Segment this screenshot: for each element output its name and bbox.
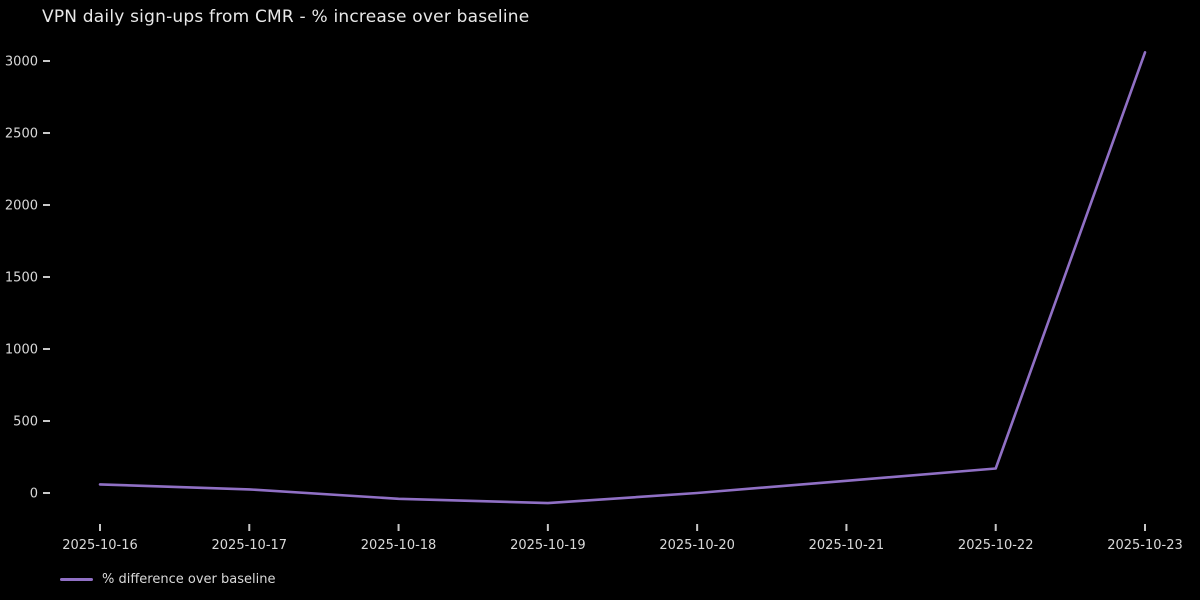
legend: % difference over baseline (60, 572, 275, 587)
y-axis: 0 500 1000 1500 2000 2500 3000 (5, 55, 50, 502)
y-tick-label: 1500 (5, 271, 38, 286)
y-tick-label: 2000 (5, 199, 38, 214)
chart-title: VPN daily sign-ups from CMR - % increase… (42, 7, 530, 27)
legend-line-swatch (60, 578, 93, 581)
y-tick-label: 2500 (5, 127, 38, 142)
y-tick-label: 0 (30, 487, 38, 502)
x-tick-label: 2025-10-17 (212, 538, 288, 553)
x-tick-label: 2025-10-16 (62, 538, 138, 553)
x-tick-label: 2025-10-20 (659, 538, 735, 553)
y-tick-label: 1000 (5, 343, 38, 358)
x-tick-label: 2025-10-22 (958, 538, 1034, 553)
x-tick-label: 2025-10-18 (361, 538, 437, 553)
y-tick-label: 3000 (5, 55, 38, 70)
x-tick-label: 2025-10-21 (809, 538, 885, 553)
x-tick-label: 2025-10-23 (1107, 538, 1183, 553)
x-tick-label: 2025-10-19 (510, 538, 586, 553)
legend-label: % difference over baseline (102, 572, 276, 587)
x-axis: 2025-10-16 2025-10-17 2025-10-18 2025-10-19… (62, 524, 1183, 553)
y-tick-label: 500 (13, 415, 38, 430)
series-line (98, 51, 1147, 505)
